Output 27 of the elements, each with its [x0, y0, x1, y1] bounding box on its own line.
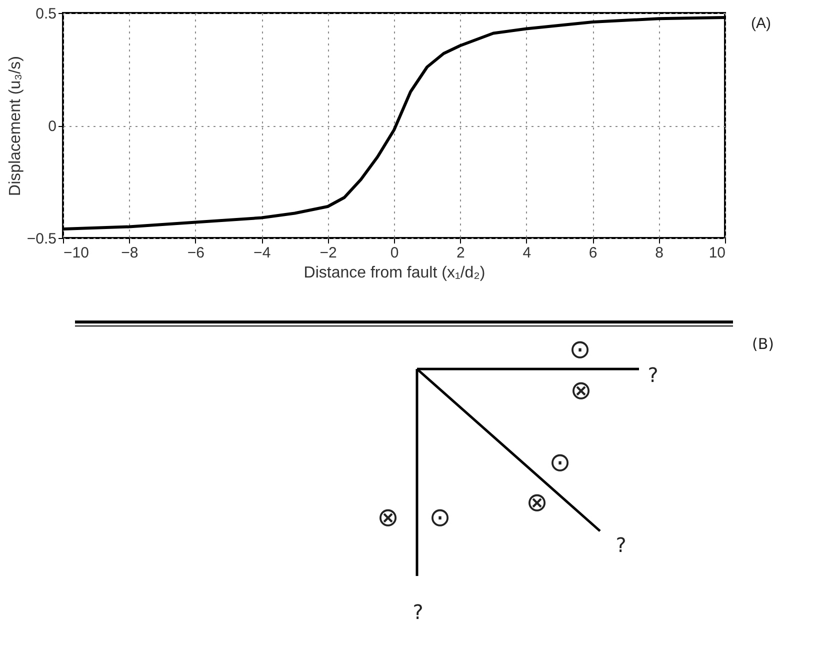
x-tick-label: 8 [655, 244, 664, 262]
y-tick-label: 0.5 [36, 6, 56, 22]
text: ⊗ [570, 376, 592, 406]
text: ⊗ [377, 503, 399, 533]
x-tick-label: −2 [320, 244, 337, 262]
y-tick-label: −0.5 [26, 230, 56, 248]
text: ⊗ [526, 488, 548, 518]
y-tick-label: 0 [48, 118, 56, 135]
x-tick-label: 10 [708, 244, 726, 262]
x-tick-label: −10 [64, 244, 89, 262]
text: (A) [751, 15, 771, 32]
x-tick-label: −6 [187, 244, 204, 262]
x-tick-label: −4 [254, 244, 271, 262]
text: ? [412, 600, 424, 624]
x-tick-label: −8 [121, 244, 138, 262]
x-tick-label: 6 [588, 244, 598, 262]
text: (B) [752, 335, 774, 353]
text: ⊙ [549, 448, 571, 478]
x-axis-title: Distance from fault (x₁/d₂) [304, 264, 486, 282]
y-axis-title: Displacement (u₃/s) [6, 56, 24, 196]
text: ⊙ [569, 335, 591, 365]
text: ? [616, 533, 626, 557]
text: ⊙ [429, 503, 451, 533]
text: ? [648, 363, 658, 387]
x-tick-label: 2 [456, 244, 465, 262]
x-tick-label: 0 [390, 244, 399, 262]
x-tick-label: 4 [522, 244, 532, 262]
